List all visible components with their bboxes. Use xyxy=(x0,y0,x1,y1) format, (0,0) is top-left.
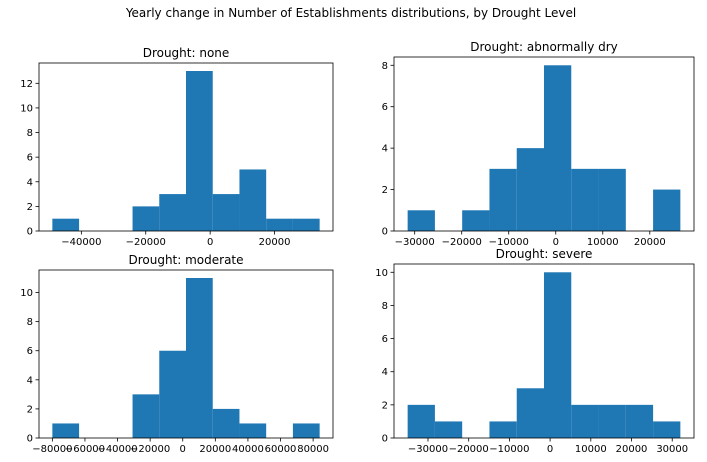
axes-frame xyxy=(393,263,695,439)
axes-frame xyxy=(38,269,334,439)
y-tick-label: 10 xyxy=(20,103,33,114)
histogram-bar xyxy=(653,189,681,231)
y-tick-label: 8 xyxy=(27,317,33,328)
histogram-bar xyxy=(571,168,599,231)
x-tick-label: −20000 xyxy=(126,237,166,248)
histogram-bar xyxy=(292,218,320,231)
histogram-bar xyxy=(544,65,572,231)
y-tick-label: 8 xyxy=(27,128,33,139)
x-tick-label: 0 xyxy=(547,444,553,455)
subplot-2: −30000 −20000 −10000 0 10000 20000 0 2 4 6 8 Drough… xyxy=(382,40,695,248)
x-tick-label: −10000 xyxy=(489,444,529,455)
histogram-bar xyxy=(292,423,320,438)
y-tick-label: 12 xyxy=(20,79,33,90)
x-tick-label: −20000 xyxy=(442,237,482,248)
histogram-bar xyxy=(516,388,544,438)
x-tick-label: 0 xyxy=(180,444,186,455)
histogram-bar xyxy=(516,148,544,231)
y-tick-label: 4 xyxy=(382,367,388,378)
figure-suptitle: Yearly change in Number of Establishment… xyxy=(125,6,576,20)
y-tick-label: 2 xyxy=(382,400,388,411)
subplot-title: Drought: moderate xyxy=(128,253,243,267)
histogram-bar xyxy=(52,423,80,438)
x-tick-label: −30000 xyxy=(395,237,435,248)
y-tick-label: 8 xyxy=(382,61,388,72)
y-tick-label: 10 xyxy=(375,268,388,279)
histogram-bar xyxy=(186,278,213,438)
x-tick-label: 20000 xyxy=(259,237,291,248)
x-tick-label: 20000 xyxy=(199,444,231,455)
histogram-bar xyxy=(407,404,435,438)
subplot-1: −40000 −20000 0 20000 0 2 4 6 8 10 12 Drought: none xyxy=(20,46,334,248)
histogram-bar xyxy=(212,194,240,231)
y-tick-label: 8 xyxy=(382,301,388,312)
y-tick-label: 2 xyxy=(27,202,33,213)
x-tick-label: 0 xyxy=(207,237,213,248)
x-tick-label: 60000 xyxy=(265,444,297,455)
y-tick-label: 6 xyxy=(27,153,33,164)
y-tick-label: 0 xyxy=(382,434,388,445)
subplot-title: Drought: abnormally dry xyxy=(470,40,618,54)
x-tick-label: 20000 xyxy=(616,444,648,455)
histogram-bar xyxy=(598,404,626,438)
histogram-bar xyxy=(239,423,267,438)
y-tick-label: 2 xyxy=(27,404,33,415)
histogram-bar xyxy=(489,168,517,231)
histogram-bar xyxy=(434,421,463,438)
x-tick-label: −10000 xyxy=(489,237,529,248)
histogram-bar xyxy=(653,421,681,438)
x-tick-label: 0 xyxy=(553,237,559,248)
x-tick-label: −60000 xyxy=(65,444,105,455)
histogram-bar xyxy=(625,404,654,438)
y-tick-label: 6 xyxy=(382,102,388,113)
y-tick-label: 0 xyxy=(382,227,388,238)
y-tick-label: 4 xyxy=(382,144,388,155)
histogram-bar xyxy=(159,194,186,231)
histogram-bar xyxy=(462,210,490,231)
histogram-bar xyxy=(132,394,160,438)
histogram-bar xyxy=(544,272,572,438)
histogram-bar xyxy=(266,218,293,231)
x-tick-label: 20000 xyxy=(634,237,666,248)
axes-frame xyxy=(38,62,334,232)
subplot-title: Drought: severe xyxy=(496,247,593,261)
histogram-bar xyxy=(212,408,240,438)
subplot-4: −30000 −20000 −10000 0 10000 20000 30000 0 2 4 6 8 1… xyxy=(375,247,695,455)
x-tick-label: 80000 xyxy=(297,444,329,455)
x-tick-label: 10000 xyxy=(575,444,607,455)
histogram-bar xyxy=(52,218,80,231)
histogram-bar xyxy=(186,71,213,231)
y-tick-label: 0 xyxy=(27,227,33,238)
x-tick-label: −30000 xyxy=(408,444,448,455)
y-tick-label: 4 xyxy=(27,177,33,188)
histogram-bar xyxy=(159,350,186,438)
x-tick-label: −40000 xyxy=(97,444,137,455)
histogram-bar xyxy=(489,421,517,438)
y-tick-label: 6 xyxy=(382,334,388,345)
x-tick-label: −20000 xyxy=(449,444,489,455)
axes-frame xyxy=(393,56,695,232)
subplot-title: Drought: none xyxy=(143,46,230,60)
subplot-3: −80000−60000−40000−20000 0 20000 40000 60000… xyxy=(20,253,334,455)
x-tick-label: −40000 xyxy=(61,237,101,248)
histogram-bar xyxy=(132,206,160,231)
y-tick-label: 0 xyxy=(27,434,33,445)
x-tick-label: −20000 xyxy=(130,444,170,455)
x-tick-label: −80000 xyxy=(32,444,72,455)
y-tick-label: 10 xyxy=(20,288,33,299)
histogram-bar xyxy=(239,169,267,231)
x-tick-label: 10000 xyxy=(587,237,619,248)
y-tick-label: 6 xyxy=(27,346,33,357)
histogram-bar xyxy=(571,404,599,438)
y-tick-label: 2 xyxy=(382,185,388,196)
x-tick-label: 40000 xyxy=(232,444,264,455)
y-tick-label: 4 xyxy=(27,375,33,386)
x-tick-label: 30000 xyxy=(656,444,688,455)
histogram-bar xyxy=(598,168,626,231)
histogram-bar xyxy=(407,210,435,231)
